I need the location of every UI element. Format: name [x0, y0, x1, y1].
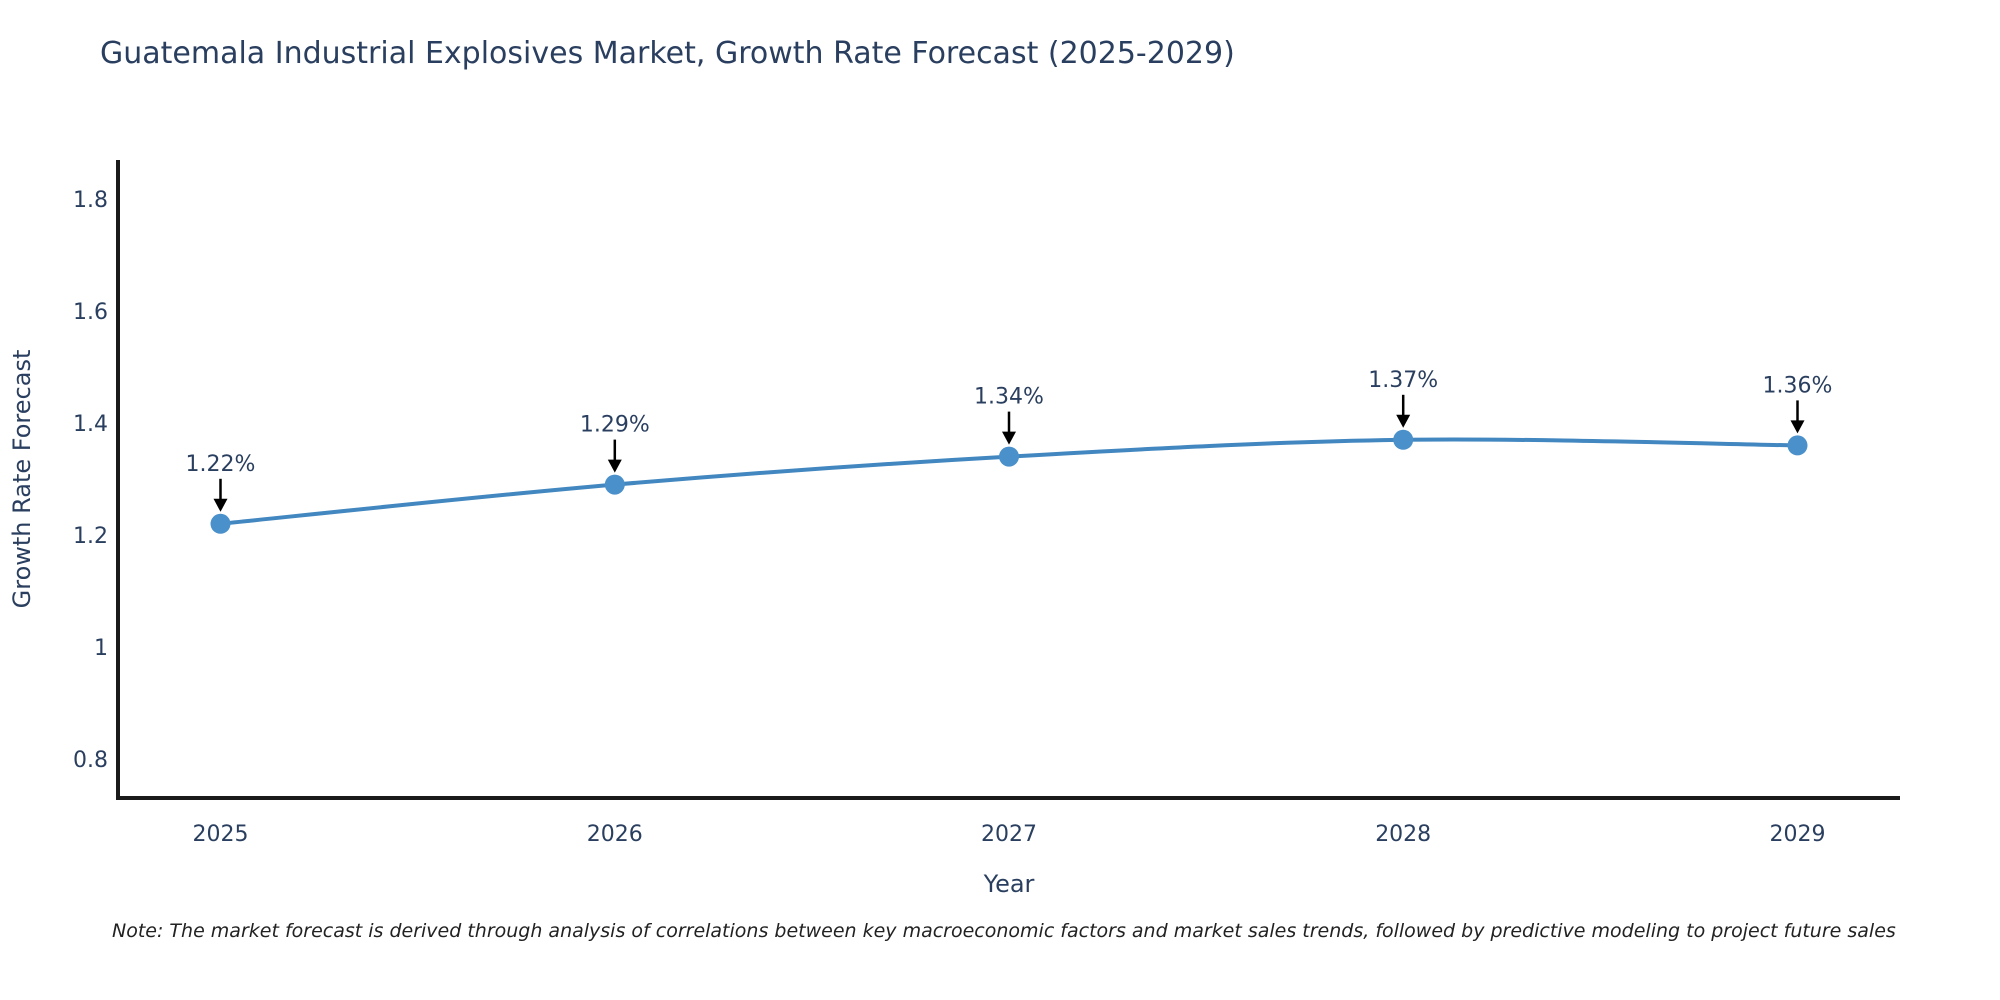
- y-axis-title: Growth Rate Forecast: [8, 350, 36, 609]
- y-axis-tick-label: 1.8: [73, 188, 108, 213]
- annotation-arrowhead: [1790, 420, 1805, 434]
- annotation-arrowhead: [607, 459, 622, 473]
- point-annotation: 1.34%: [974, 385, 1044, 410]
- y-axis-tick-label: 1.6: [73, 300, 108, 325]
- point-annotation: 1.36%: [1763, 373, 1833, 398]
- point-annotation: 1.22%: [186, 452, 256, 477]
- data-point-marker[interactable]: [999, 446, 1019, 467]
- y-axis-tick-label: 1.2: [73, 524, 108, 549]
- point-annotation: 1.37%: [1368, 368, 1438, 393]
- data-point-marker[interactable]: [1787, 435, 1808, 456]
- x-axis-tick-label: 2026: [587, 822, 643, 847]
- annotation-arrowhead: [213, 498, 228, 512]
- x-axis-tick-label: 2028: [1375, 822, 1431, 847]
- data-point-marker[interactable]: [604, 474, 625, 495]
- footnote: Note: The market forecast is derived thr…: [112, 920, 1896, 942]
- y-axis-tick-label: 1: [94, 636, 108, 661]
- y-axis-tick-label: 0.8: [73, 748, 108, 773]
- data-point-marker[interactable]: [210, 513, 231, 534]
- annotation-arrowhead: [1002, 431, 1016, 445]
- annotation-arrowhead: [1396, 414, 1411, 428]
- plot-axes: [116, 160, 1900, 800]
- point-annotation: 1.29%: [580, 413, 650, 438]
- chart-title: Guatemala Industrial Explosives Market, …: [100, 36, 1235, 71]
- y-axis-tick-label: 1.4: [73, 412, 108, 437]
- x-axis-tick-label: 2025: [193, 822, 249, 847]
- x-axis-tick-label: 2027: [981, 822, 1037, 847]
- x-axis-title: Year: [983, 870, 1035, 898]
- data-point-marker[interactable]: [1393, 429, 1414, 450]
- x-axis-tick-label: 2029: [1770, 822, 1826, 847]
